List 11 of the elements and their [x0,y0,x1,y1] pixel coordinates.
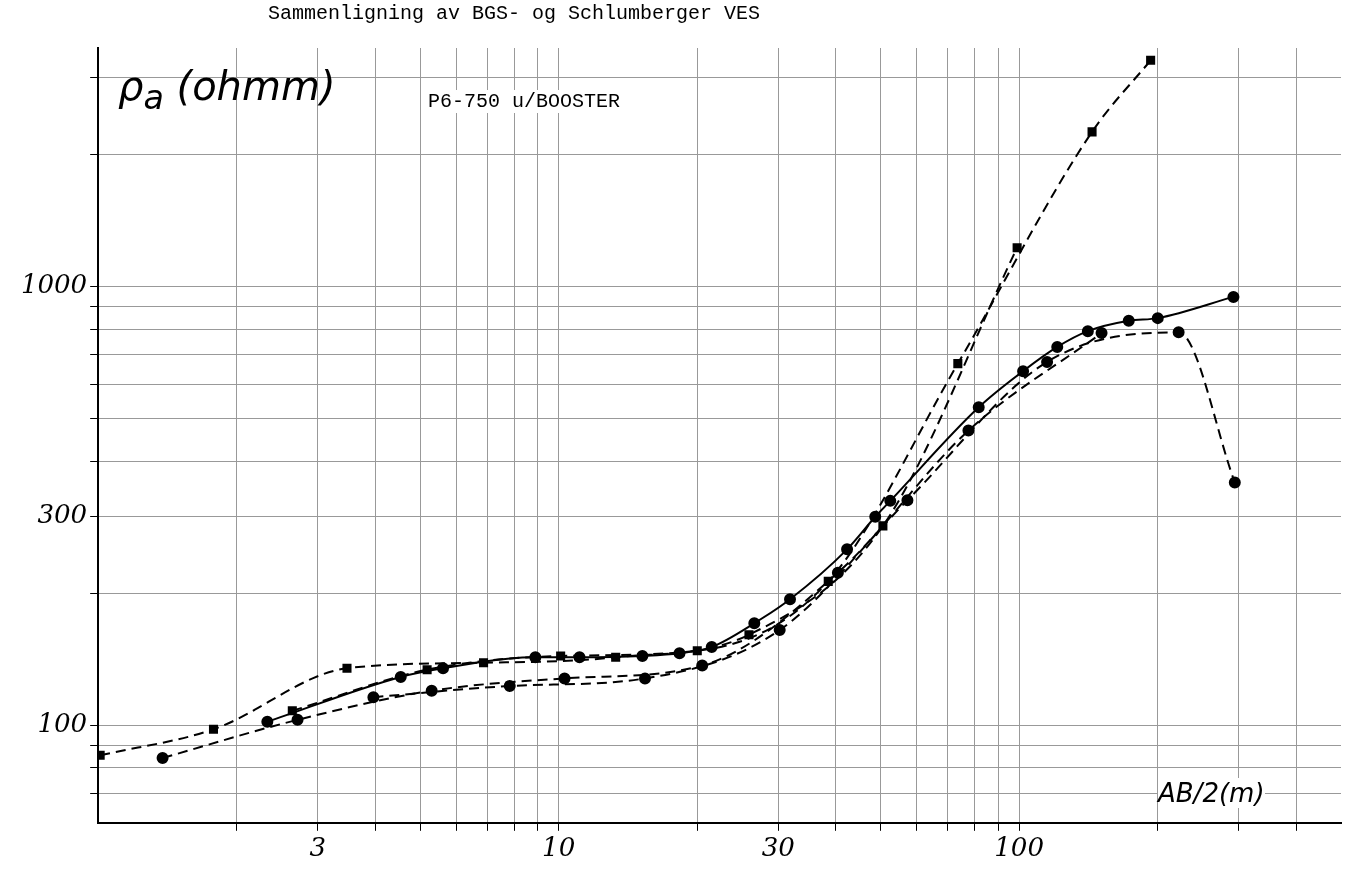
y-tick-label: 300 [37,498,88,529]
x-tick-label: 30 [761,832,795,863]
chart-title: Sammenligning av BGS- og Schlumberger VES [268,2,761,25]
x-tick-label: 100 [994,832,1044,863]
y-tick-label: 1000 [21,269,88,300]
y-tick-label: 100 [37,708,88,739]
x-axis-title: AB/2(m) [1158,778,1265,808]
x-tick-label: 10 [542,832,576,863]
y-axis-title: ρ$_{a}$ (ohmm) [118,63,336,117]
x-tick-label: 3 [309,832,327,863]
annotation: P6-750 u/BOOSTER [428,90,621,113]
